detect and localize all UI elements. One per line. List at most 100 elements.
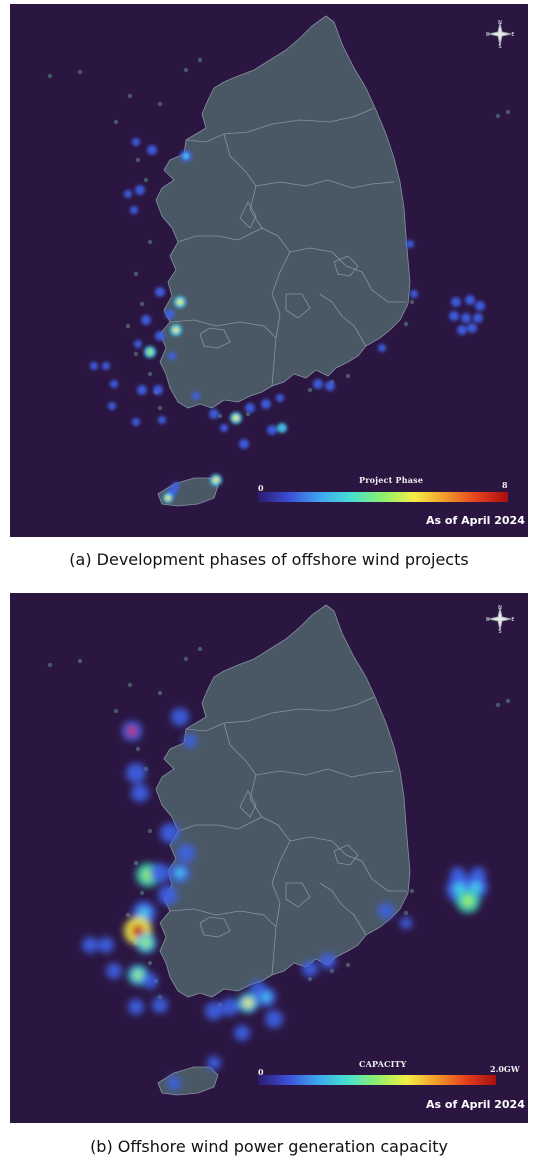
heat-spot [320, 953, 336, 969]
small-island [139, 301, 145, 307]
heat-spot [142, 973, 158, 989]
heat-spot [209, 409, 219, 419]
small-island [307, 976, 313, 982]
province-border [199, 327, 231, 349]
heat-spot [155, 331, 165, 341]
heat-spot [90, 362, 98, 370]
heat-spot [461, 313, 471, 323]
heat-spot [467, 323, 477, 333]
heat-spot [465, 295, 475, 305]
heat-spot [261, 399, 271, 409]
compass-n-label: N [498, 605, 502, 611]
heat-spot [378, 344, 386, 352]
small-island [113, 119, 119, 125]
heat-spot [450, 867, 466, 883]
province-border [199, 916, 231, 938]
small-island [345, 373, 351, 379]
small-island [505, 109, 511, 115]
legend-color-bar [258, 492, 508, 502]
heat-spot [130, 206, 138, 214]
compass-w-label: W [486, 617, 490, 623]
province-border [239, 201, 257, 229]
small-island [329, 968, 335, 974]
korea-map-phase [47, 15, 511, 507]
province-border [333, 844, 359, 866]
small-island [47, 73, 53, 79]
heat-spot [158, 416, 166, 424]
heat-spot [406, 240, 414, 248]
small-island [143, 177, 149, 183]
heat-spot [167, 1076, 181, 1090]
compass-s-label: S [498, 629, 501, 633]
heat-spot [245, 403, 255, 413]
small-island [47, 662, 53, 668]
heat-spot [172, 482, 180, 490]
heat-spot-core [213, 477, 219, 483]
province-border [185, 696, 375, 732]
heat-spot [457, 325, 467, 335]
heat-spot-core [141, 938, 151, 948]
korea-map-capacity [47, 604, 511, 1096]
heat-spot [141, 315, 151, 325]
small-island [147, 239, 153, 245]
heat-spot-core [133, 970, 143, 980]
heat-spot [207, 1056, 221, 1070]
heat-spot [82, 937, 98, 953]
heat-spot [128, 999, 144, 1015]
small-island [157, 101, 163, 107]
small-island [147, 828, 153, 834]
compass-e-label: E [511, 617, 514, 623]
legend-max-label: 8 [502, 480, 508, 490]
heat-spot [147, 145, 157, 155]
heat-spot [221, 998, 239, 1016]
province-border [255, 768, 395, 778]
heat-spot-core [131, 924, 145, 938]
heat-spot [313, 379, 323, 389]
small-island [197, 57, 203, 63]
korea-mainland [155, 15, 411, 409]
small-island [77, 658, 83, 664]
heat-spot [108, 402, 116, 410]
heat-spot [205, 1002, 223, 1020]
province-border [319, 882, 367, 936]
small-island [127, 93, 133, 99]
heat-spot-core [165, 495, 171, 501]
small-island [345, 962, 351, 968]
small-island [77, 69, 83, 75]
heat-spot [135, 185, 145, 195]
heat-spot [168, 352, 176, 360]
small-island [157, 405, 163, 411]
small-island [135, 746, 141, 752]
small-island [495, 113, 501, 119]
small-island [409, 888, 415, 894]
province-border [223, 133, 263, 229]
heat-spot [132, 418, 140, 426]
province-border [289, 247, 406, 303]
map-panel-project-phase: N S E W Project Phase 0 8 As of April 2024 [10, 4, 528, 537]
province-border [333, 255, 359, 277]
heat-spot [153, 385, 163, 395]
heat-spot [110, 380, 118, 388]
heat-spot [102, 362, 110, 370]
heat-spot [234, 1025, 250, 1041]
compass-s-label: S [498, 44, 501, 48]
heat-spot [183, 734, 197, 748]
heat-spot [449, 311, 459, 321]
small-island [139, 890, 145, 896]
small-island [133, 351, 139, 357]
heat-spot [325, 381, 335, 391]
small-island [157, 690, 163, 696]
compass-n-label: N [498, 20, 502, 26]
heat-spot [410, 290, 418, 298]
heat-spot [470, 867, 486, 883]
province-border [185, 107, 375, 143]
small-island [197, 646, 203, 652]
heat-spot [220, 424, 228, 432]
heat-spot [451, 297, 461, 307]
small-island [135, 157, 141, 163]
heat-spot [106, 963, 122, 979]
as-of-label: As of April 2024 [426, 514, 525, 527]
province-border [177, 227, 291, 387]
heat-spot [171, 708, 189, 726]
province-border [223, 722, 263, 818]
